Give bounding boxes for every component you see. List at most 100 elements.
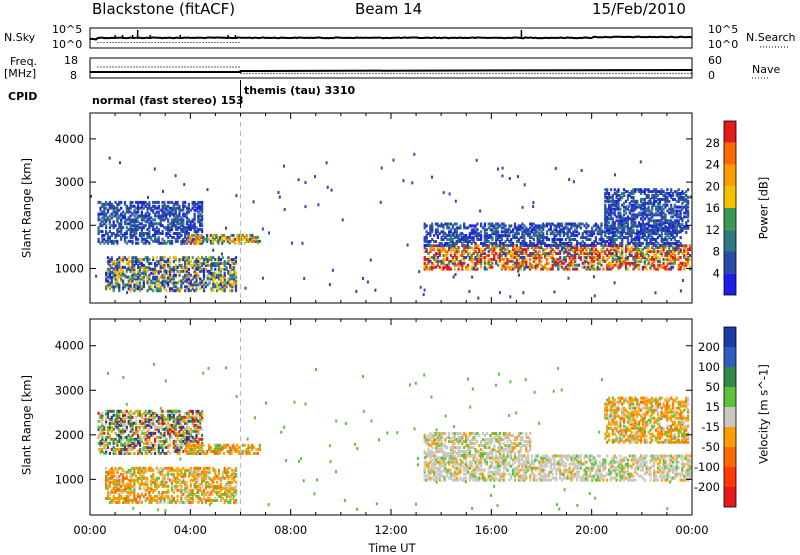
power-cell bbox=[173, 232, 175, 235]
power-cell bbox=[648, 206, 650, 209]
power-cell bbox=[118, 283, 120, 286]
power-cell bbox=[512, 268, 514, 271]
power-cell bbox=[116, 274, 118, 277]
power-cell bbox=[634, 236, 636, 239]
power-cell bbox=[505, 262, 507, 265]
power-cell bbox=[229, 264, 231, 267]
power-cell bbox=[169, 234, 171, 237]
velocity-cell bbox=[98, 412, 100, 415]
power-cell bbox=[565, 242, 567, 245]
power-cell bbox=[193, 238, 195, 241]
power-cell bbox=[531, 228, 533, 231]
power-cell bbox=[642, 190, 644, 193]
velocity-cell bbox=[139, 495, 141, 498]
power-cell bbox=[355, 290, 357, 293]
power-cell bbox=[614, 208, 616, 211]
power-cell bbox=[568, 277, 570, 280]
power-cell bbox=[604, 260, 606, 263]
power-cell bbox=[222, 285, 224, 288]
power-cell bbox=[141, 201, 143, 204]
velocity-cell bbox=[212, 499, 214, 502]
power-cell bbox=[146, 276, 148, 279]
power-cell bbox=[192, 201, 194, 204]
power-cell bbox=[105, 224, 107, 227]
velocity-cell bbox=[128, 479, 130, 482]
power-cell bbox=[199, 281, 201, 284]
power-ytick-label: 4000 bbox=[55, 132, 84, 146]
power-cell bbox=[177, 270, 179, 273]
power-cell bbox=[131, 213, 133, 216]
power-cell bbox=[674, 204, 676, 207]
power-cell bbox=[631, 262, 633, 265]
power-cell bbox=[672, 266, 674, 269]
power-cell bbox=[426, 230, 428, 233]
power-cell bbox=[467, 250, 469, 253]
power-cell bbox=[501, 264, 503, 267]
power-cell bbox=[627, 268, 629, 271]
power-cell bbox=[471, 242, 473, 245]
power-cell bbox=[234, 242, 236, 245]
velocity-cell bbox=[105, 467, 107, 470]
power-cell bbox=[631, 200, 633, 203]
power-cell bbox=[648, 254, 650, 257]
power-cell bbox=[503, 223, 505, 226]
power-cell bbox=[625, 254, 627, 257]
power-cell bbox=[126, 230, 128, 233]
power-cell bbox=[135, 224, 137, 227]
power-cell bbox=[563, 256, 565, 259]
power-cell bbox=[493, 254, 495, 257]
power-cell bbox=[497, 168, 499, 171]
power-cell bbox=[180, 228, 182, 231]
power-cell bbox=[612, 224, 614, 227]
velocity-cell bbox=[109, 477, 111, 480]
power-cell bbox=[403, 179, 405, 182]
power-cell bbox=[476, 252, 478, 255]
power-cell bbox=[633, 215, 635, 218]
power-cell bbox=[177, 207, 179, 210]
power-cell bbox=[584, 260, 586, 263]
power-cell bbox=[570, 242, 572, 245]
power-cell bbox=[657, 226, 659, 229]
velocity-cell bbox=[177, 489, 179, 492]
power-cell bbox=[220, 262, 222, 265]
power-cell bbox=[484, 248, 486, 251]
power-cell bbox=[367, 281, 369, 284]
power-cell bbox=[331, 189, 333, 192]
power-cell bbox=[229, 242, 231, 245]
power-cell bbox=[199, 205, 201, 208]
power-cell bbox=[523, 234, 525, 237]
power-cell bbox=[463, 252, 465, 255]
power-cell bbox=[653, 228, 655, 231]
power-cell bbox=[595, 256, 597, 259]
power-cell bbox=[156, 260, 158, 263]
velocity-cell bbox=[209, 477, 211, 480]
power-cell bbox=[553, 250, 555, 253]
power-cell bbox=[674, 236, 676, 239]
power-cell bbox=[587, 234, 589, 237]
power-cell bbox=[305, 181, 307, 184]
velocity-cell bbox=[229, 499, 231, 502]
power-cell bbox=[531, 242, 533, 245]
power-cell bbox=[612, 252, 614, 255]
velocity-cell bbox=[177, 485, 179, 488]
power-cell bbox=[574, 244, 576, 247]
power-cell bbox=[450, 250, 452, 253]
power-cell bbox=[617, 244, 619, 247]
power-cell bbox=[687, 200, 689, 203]
power-cell bbox=[225, 236, 227, 239]
power-cell bbox=[567, 268, 569, 271]
velocity-cell bbox=[158, 485, 160, 488]
velocity-cell bbox=[139, 467, 141, 470]
power-cell bbox=[480, 254, 482, 257]
velocity-cell bbox=[120, 485, 122, 488]
power-cell bbox=[167, 236, 169, 239]
power-cell bbox=[246, 234, 248, 237]
power-cell bbox=[455, 200, 457, 203]
power-cell bbox=[150, 236, 152, 239]
power-cell bbox=[128, 260, 130, 263]
power-cell bbox=[636, 188, 638, 191]
power-cell bbox=[187, 234, 189, 237]
power-cell bbox=[150, 216, 152, 219]
velocity-cell bbox=[216, 481, 218, 484]
power-cell bbox=[634, 200, 636, 203]
